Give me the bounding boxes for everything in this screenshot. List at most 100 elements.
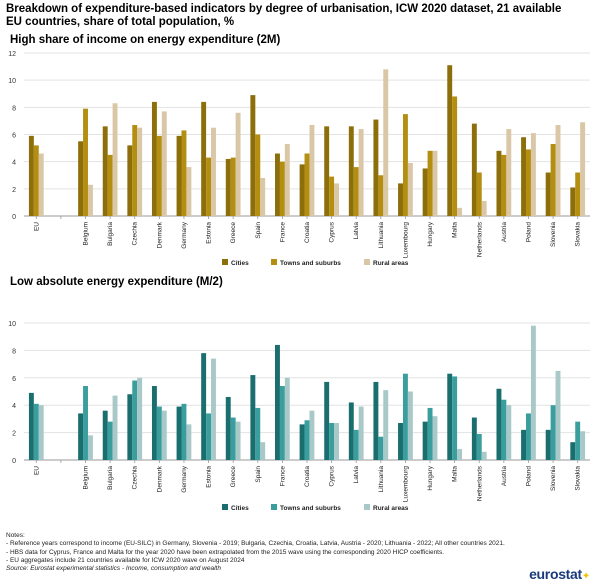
chart1-bar [550, 144, 556, 216]
chart1-bar [506, 129, 512, 216]
chart1-bar [570, 187, 576, 216]
chart1-xtick-label: Poland [525, 222, 532, 243]
chart1-bar [452, 96, 458, 216]
chart1-bar [329, 176, 335, 216]
chart1-title: High share of income on energy expenditu… [10, 34, 281, 46]
chart1-bar [299, 164, 305, 216]
chart1-legend-label: Towns and suburbs [280, 260, 341, 267]
chart1-xtick-label: France [279, 222, 286, 243]
chart1-bar [521, 137, 527, 216]
chart1-legend-label: Rural areas [373, 260, 409, 267]
chart1-xtick-label: Denmark [156, 221, 163, 248]
chart1-xtick-label: Croatia [304, 222, 311, 243]
chart1-legend-swatch [271, 259, 277, 265]
chart1-bar [555, 124, 561, 216]
source-line: Source: Eurostat experimental statistics… [6, 565, 221, 573]
chart2-title: Low absolute energy expenditure (M/2) [10, 276, 223, 288]
chart1-bar [471, 123, 477, 216]
chart1-bar [398, 183, 403, 216]
chart1-bar [38, 153, 44, 216]
chart1-bar [284, 144, 290, 216]
chart1-bar [348, 126, 354, 216]
chart1-xtick-label: Cyprus [329, 221, 336, 242]
chart1-bar [530, 133, 536, 216]
chart1-bar [181, 130, 187, 216]
chart1-bar [457, 207, 463, 216]
chart1-bar [304, 153, 310, 216]
chart1-ytick-label: 6 [12, 133, 16, 140]
chart1-bar [427, 150, 433, 216]
chart1-bar [28, 135, 34, 216]
chart1-bar [260, 177, 266, 216]
chart1-bar [83, 108, 88, 216]
chart1-ytick-label: 12 [8, 51, 16, 58]
chart1-xtick-label: Slovenia [550, 222, 557, 247]
chart1-xtick-label: Estonia [206, 222, 213, 244]
chart1-bar [230, 157, 236, 216]
chart1-bar [496, 150, 502, 216]
chart1-bar [78, 141, 84, 216]
chart1-bar [250, 95, 256, 216]
notes: Notes: - Reference years correspond to i… [6, 532, 566, 573]
chart1-bar [358, 129, 364, 216]
chart1-bar [127, 145, 133, 216]
chart1-legend-swatch [364, 259, 370, 265]
chart1-xtick-label: Hungary [427, 221, 434, 246]
chart1-bar [481, 201, 487, 216]
chart1-xtick-label: EU [33, 222, 40, 231]
chart1-bar [151, 101, 157, 216]
chart1-bar [102, 126, 108, 216]
note-line-3: - EU aggregates include 21 countries ava… [6, 556, 245, 564]
chart1-bar [383, 69, 389, 216]
chart1-legend-label: Cities [231, 260, 249, 267]
chart1-ytick-label: 0 [12, 214, 16, 221]
chart1-bar [279, 161, 285, 216]
chart1-bar [235, 112, 241, 216]
chart1-bar [432, 150, 438, 216]
chart1-bar [156, 135, 162, 216]
chart1-bar [476, 172, 482, 216]
chart1-bar [309, 124, 315, 216]
chart1-bar [275, 153, 280, 216]
chart1-bar [545, 172, 551, 216]
chart1-bar [33, 145, 39, 216]
chart1-xtick-label: Malta [452, 222, 459, 238]
chart1-bar [407, 163, 413, 216]
chart1-legend-swatch [222, 259, 228, 265]
chart1-bar [137, 127, 143, 216]
chart1-bar [161, 111, 167, 216]
chart1-xtick-label: Netherlands [476, 221, 483, 257]
chart1-bar [132, 124, 138, 216]
chart1-bar [112, 103, 118, 216]
chart1-bar [378, 175, 384, 216]
chart1-bar [324, 126, 330, 216]
chart1-bar [353, 167, 359, 216]
chart1-bar [201, 101, 207, 216]
chart1-ytick-label: 2 [12, 187, 16, 194]
note-line-1: - Reference years correspond to income (… [6, 540, 505, 548]
chart1-bar [107, 154, 113, 216]
chart1-xtick-label: Germany [181, 221, 188, 248]
chart1-bar [186, 167, 192, 216]
chart1-xtick-label: Czechia [132, 222, 139, 246]
chart1-bar [447, 65, 453, 216]
chart1-ytick-label: 8 [12, 105, 16, 112]
chart1-bar [501, 154, 507, 216]
chart1-bar [526, 149, 531, 216]
chart1-bar [211, 127, 216, 216]
eurostat-logo: eurostat✦ [529, 566, 590, 582]
chart1-bar [255, 134, 261, 216]
chart1-xtick-label: Greece [230, 222, 237, 244]
chart1-bar [575, 172, 581, 216]
chart1-xtick-label: Latvia [353, 222, 360, 240]
chart1-xtick-label: Belgium [83, 222, 90, 245]
page-title: Breakdown of expenditure-based indicator… [6, 3, 562, 28]
chart1-ytick-label: 4 [12, 160, 16, 167]
chart1-xtick-label: Bulgaria [107, 222, 114, 246]
note-line-2: - HBS data for Cyprus, France and Malta … [6, 548, 445, 556]
chart1-bar [402, 114, 408, 216]
chart1-xtick-label: Spain [255, 222, 262, 239]
chart1-bar [87, 184, 93, 216]
logo-text: eurostat [529, 566, 582, 582]
